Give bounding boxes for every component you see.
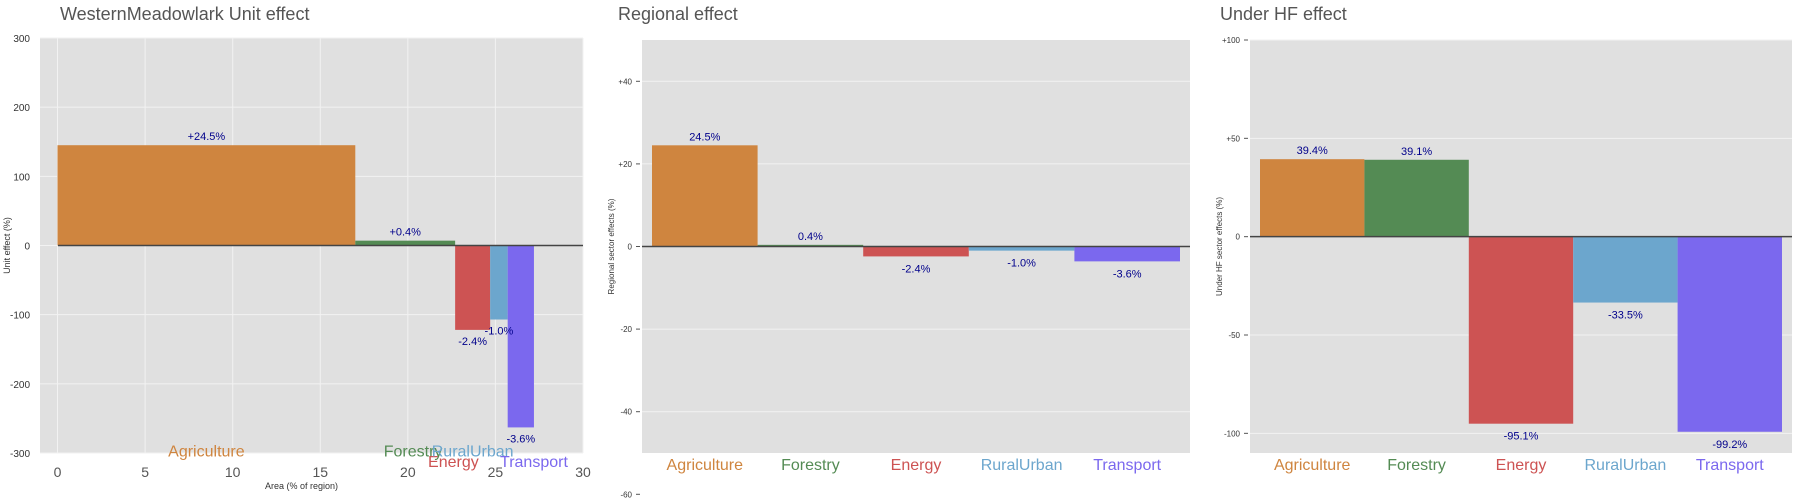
- category-label: Agriculture: [667, 457, 744, 474]
- y-tick-label: 0: [1236, 233, 1241, 242]
- category-label: RuralUrban: [1584, 457, 1666, 474]
- category-label: Transport: [500, 454, 568, 471]
- y-tick-label: -20: [620, 325, 632, 334]
- category-label: Energy: [428, 454, 479, 471]
- y-axis-label: Regional sector effects (%): [607, 198, 616, 294]
- x-tick-label: 25: [488, 464, 504, 480]
- bar-energy: [863, 246, 969, 257]
- data-label: -33.5%: [1608, 310, 1643, 322]
- data-label: 39.1%: [1401, 146, 1432, 158]
- regional-effect-chart: +40 +20 0 -20 -40 -60 24.5% Agriculture 0.4% Fore…: [607, 40, 1190, 499]
- data-label: -2.4%: [458, 336, 487, 348]
- y-tick-label: +100: [1222, 36, 1241, 45]
- chart-title: Under HF effect: [1220, 4, 1347, 24]
- bar-transport: [1074, 246, 1180, 262]
- y-tick-label: 100: [13, 172, 30, 183]
- y-tick-label: 0: [628, 243, 633, 252]
- data-label: 39.4%: [1297, 145, 1328, 157]
- bar-forestry: [355, 240, 456, 246]
- y-axis-label: Unit effect (%): [2, 217, 12, 274]
- bar-ruralurban: [968, 246, 1075, 251]
- category-label: Agriculture: [1274, 457, 1351, 474]
- category-label: Agriculture: [168, 443, 245, 460]
- data-label: -99.2%: [1712, 439, 1747, 451]
- data-label: 24.5%: [689, 131, 720, 143]
- y-tick-label: -40: [620, 408, 632, 417]
- unit-effect-panel: WesternMeadowlark Unit effect 0 5 10 15 20 25…: [0, 0, 600, 500]
- y-axis-label: Under HF sector effects (%): [1215, 197, 1224, 296]
- category-label: Energy: [1496, 457, 1547, 474]
- data-label: -3.6%: [1113, 268, 1142, 280]
- category-label: RuralUrban: [432, 443, 514, 460]
- bar-transport: [507, 245, 534, 428]
- bar-agriculture: [57, 145, 356, 246]
- data-label: 0.4%: [798, 231, 823, 243]
- category-label: RuralUrban: [981, 457, 1063, 474]
- y-tick-label: +20: [618, 160, 632, 169]
- bar-agriculture: [1260, 159, 1365, 237]
- bar-energy: [455, 245, 491, 330]
- category-label: Transport: [1696, 457, 1764, 474]
- y-tick-label: -50: [1228, 331, 1240, 340]
- y-tick-label: -100: [1224, 429, 1241, 438]
- x-tick-label: 0: [54, 464, 62, 480]
- y-tick-label: +40: [618, 77, 632, 86]
- bar-forestry: [1364, 159, 1469, 237]
- y-tick-label: -60: [620, 490, 632, 499]
- data-label: -1.0%: [1007, 258, 1036, 270]
- data-label: -2.4%: [902, 263, 931, 275]
- y-tick-label: +50: [1226, 134, 1240, 143]
- x-tick-label: 10: [225, 464, 241, 480]
- data-label: -3.6%: [506, 433, 535, 445]
- data-label: +0.4%: [389, 227, 421, 239]
- category-label: Forestry: [384, 443, 443, 460]
- x-tick-label: 15: [312, 464, 328, 480]
- under-hf-effect-chart: +100 +50 0 -50 -100 39.4% Agriculture 39.1% Fore…: [1215, 36, 1792, 474]
- x-tick-label: 30: [575, 464, 591, 480]
- data-label: -1.0%: [485, 326, 514, 338]
- chart-title: Regional effect: [618, 4, 738, 24]
- y-tick-label: 300: [13, 34, 30, 45]
- category-label: Forestry: [781, 457, 840, 474]
- under-hf-effect-panel: Under HF effect +100 +50 0 -50 -100 39.4% Agri…: [1200, 0, 1800, 500]
- category-label: Energy: [891, 457, 942, 474]
- x-tick-label: 20: [400, 464, 416, 480]
- bar-forestry: [757, 244, 864, 247]
- x-axis-label: Area (% of region): [265, 481, 338, 491]
- x-tick-label: 5: [141, 464, 149, 480]
- y-tick-label: -200: [10, 380, 30, 391]
- bar-ruralurban: [490, 245, 508, 320]
- bar-transport: [1677, 236, 1782, 432]
- bar-agriculture: [652, 145, 758, 247]
- bar-energy: [1468, 236, 1574, 424]
- y-tick-label: 0: [24, 242, 30, 253]
- data-label: +24.5%: [188, 131, 226, 143]
- y-tick-label: 200: [13, 103, 30, 114]
- data-label: -95.1%: [1504, 431, 1539, 443]
- bar-ruralurban: [1573, 236, 1678, 303]
- chart-title: WesternMeadowlark Unit effect: [60, 4, 310, 24]
- category-label: Transport: [1093, 457, 1161, 474]
- y-tick-label: -100: [10, 311, 30, 322]
- category-label: Forestry: [1387, 457, 1446, 474]
- regional-effect-panel: Regional effect +40 +20 0 -20 -40 -60 24.5% Agr…: [600, 0, 1200, 500]
- unit-effect-chart: 0 5 10 15 20 25 30 300 200 100 0 -100 -200 -300 +24.5%…: [2, 34, 591, 491]
- y-tick-label: -300: [10, 449, 30, 460]
